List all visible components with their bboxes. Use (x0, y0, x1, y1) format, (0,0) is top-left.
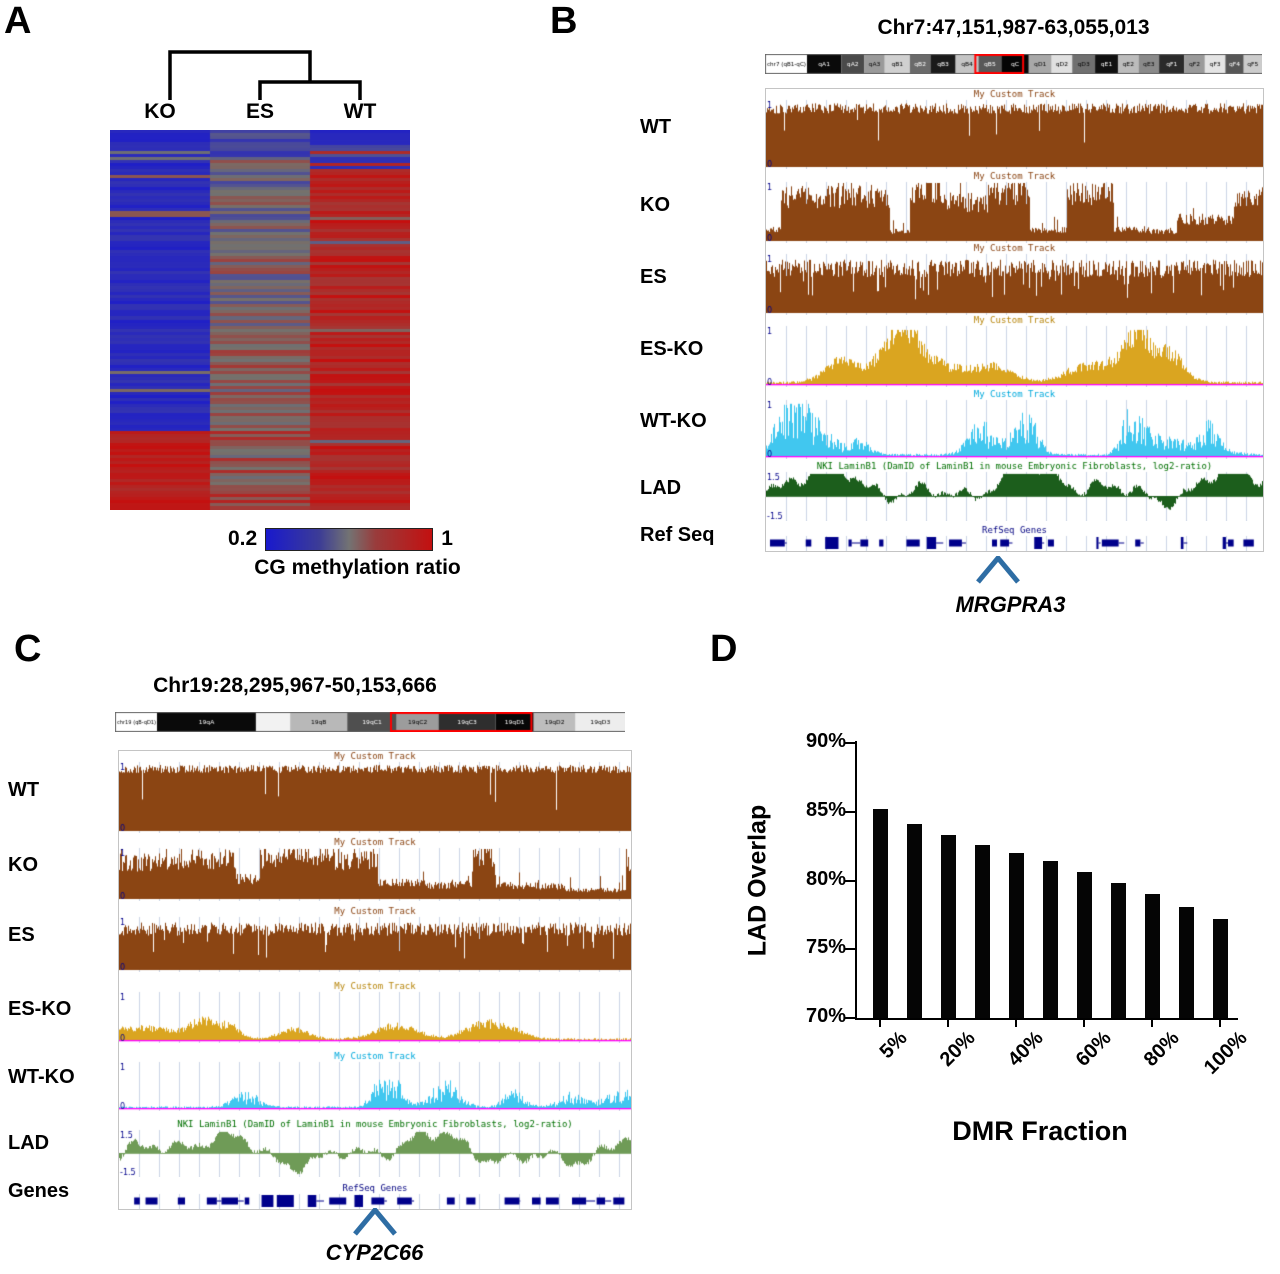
panel-d-ytick-label: 90% (805, 730, 846, 752)
panel-d-bar (1178, 906, 1194, 1018)
panel-b-track-label-ko: KO (640, 194, 670, 216)
panel-b-track-es (766, 243, 1263, 315)
colorbar-caption: CG methylation ratio (254, 556, 461, 579)
panel-c-browser (118, 750, 632, 1210)
panel-c-label: C (14, 628, 42, 670)
panel-c-track-es (119, 906, 631, 972)
panel-b-gene-caret-icon (976, 556, 1020, 584)
panel-d-ytick-label: 70% (805, 1005, 846, 1027)
panel-d-bar (1144, 894, 1160, 1018)
panel-c-track-wt-ko (119, 1051, 631, 1111)
panel-d-ytick-mark (845, 742, 855, 744)
heatmap (110, 130, 410, 510)
dendrogram-outer-branch (168, 50, 312, 100)
panel-d-xtick-label: 20% (935, 1027, 980, 1071)
heatmap-column-label-es: ES (245, 100, 274, 123)
dendrogram-inner-branch (258, 80, 362, 100)
panel-d-bar (1042, 861, 1058, 1018)
panel-d-y-axis (855, 741, 857, 1020)
panel-c-track-genes (119, 1183, 631, 1209)
panel-d-bar (1076, 872, 1092, 1018)
colorbar-max-label: 1 (441, 527, 453, 550)
panel-c-track-label-genes: Genes (8, 1180, 70, 1202)
panel-b-label: B (550, 0, 578, 42)
panel-c-track-label-wt-ko: WT-KO (8, 1066, 75, 1088)
panel-d-ytick-label: 85% (805, 798, 846, 821)
panel-b-browser (765, 88, 1264, 552)
panel-d-xtick-mark (879, 1020, 881, 1027)
heatmap-column-label-ko: KO (144, 100, 176, 123)
panel-b-track-es-ko (766, 315, 1263, 387)
panel-d-bar (1110, 883, 1126, 1018)
panel-d-xtick-mark (1219, 1020, 1221, 1027)
panel-d-label: D (710, 628, 738, 670)
colorbar: 0.2 1 (228, 527, 453, 551)
panel-d-xtick-label: 40% (1003, 1027, 1048, 1071)
panel-b-track-ref-seq (766, 525, 1263, 551)
panel-c-track-label-es-ko: ES-KO (8, 998, 72, 1020)
panel-d-bar (1212, 919, 1228, 1018)
panel-b-track-label-es: ES (640, 266, 667, 288)
panel-d-x-axis-title: DMR Fraction (952, 1116, 1128, 1146)
panel-d-x-axis (855, 1018, 1238, 1020)
heatmap-column-labels: KO ES WT (110, 100, 410, 128)
panel-b-track-lad (766, 461, 1263, 521)
panel-c-gene-caret-icon (353, 1208, 397, 1236)
panel-d-xtick-label: 60% (1071, 1027, 1116, 1071)
panel-d-bar (940, 835, 956, 1018)
panel-d-xtick-mark (1015, 1020, 1017, 1027)
panel-b-track-label-wt: WT (640, 116, 672, 138)
panel-b-track-label-ref-seq: Ref Seq (640, 524, 715, 546)
panel-c-ideogram (115, 712, 625, 732)
panel-d-bar (1008, 853, 1024, 1018)
heatmap-column-label-wt: WT (343, 100, 377, 123)
colorbar-min-label: 0.2 (228, 527, 258, 550)
panel-d-ytick-label: 75% (805, 936, 846, 959)
panel-b-ideogram (765, 54, 1262, 74)
panel-b-track-wt (766, 89, 1263, 169)
panel-c-track-wt (119, 751, 631, 833)
panel-d-ytick-mark (845, 1017, 855, 1019)
dendrogram (168, 50, 362, 100)
colorbar-gradient (265, 527, 434, 551)
panel-d-xtick-mark (947, 1020, 949, 1027)
panel-c-track-es-ko (119, 981, 631, 1043)
panel-d-bar (872, 809, 888, 1018)
panel-b-gene-label: MRGPRA3 (955, 592, 1066, 617)
panel-d-xtick-mark (1151, 1020, 1153, 1027)
panel-c-track-ko (119, 837, 631, 901)
panel-c-gene-label: CYP2C66 (325, 1240, 424, 1265)
panel-a-label: A (4, 0, 32, 42)
panel-b-track-wt-ko (766, 389, 1263, 459)
panel-c-track-label-ko: KO (8, 854, 38, 876)
panel-d-xtick-label: 100% (1199, 1027, 1252, 1079)
panel-c-track-label-es: ES (8, 924, 35, 946)
panel-b-track-label-es-ko: ES-KO (640, 338, 704, 360)
panel-d-xtick-label: 80% (1139, 1027, 1184, 1071)
panel-d-ytick-mark (845, 810, 855, 813)
panel-d-ytick-mark (845, 948, 855, 951)
caret-shape (353, 1208, 397, 1236)
panel-b-track-label-wt-ko: WT-KO (640, 410, 707, 432)
panel-b-title: Chr7:47,151,987-63,055,013 (877, 16, 1150, 39)
panel-c-track-label-lad: LAD (8, 1132, 50, 1154)
panel-c-track-lad (119, 1119, 631, 1177)
panel-c-title: Chr19:28,295,967-50,153,666 (153, 674, 437, 697)
panel-b-track-ko (766, 171, 1263, 243)
panel-d-y-axis-title: LAD Overlap (743, 804, 772, 957)
panel-d-ytick-mark (845, 879, 855, 882)
caret-shape (976, 556, 1020, 584)
panel-d-xtick-label: 5% (875, 1027, 912, 1063)
panel-d-xtick-mark (1083, 1020, 1085, 1027)
panel-b-track-label-lad: LAD (640, 477, 682, 499)
panel-d-bar (974, 844, 990, 1018)
panel-d-ytick-label: 80% (805, 867, 846, 890)
panel-c-track-label-wt: WT (8, 779, 40, 801)
panel-d-bar (906, 824, 922, 1018)
